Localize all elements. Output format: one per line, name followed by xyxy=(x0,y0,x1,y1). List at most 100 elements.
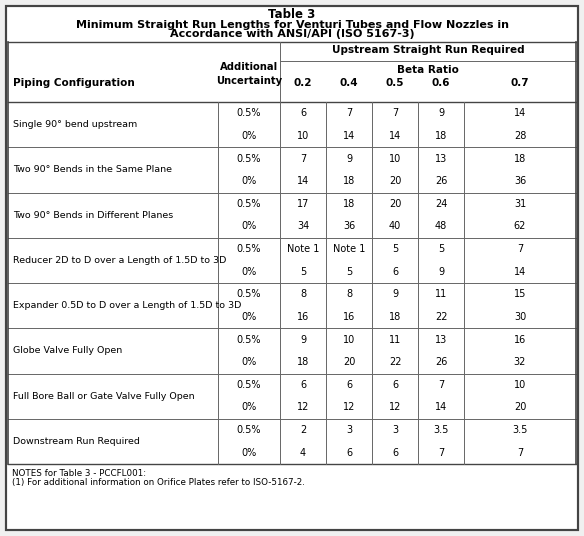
Text: 14: 14 xyxy=(389,131,401,141)
Text: 3: 3 xyxy=(346,425,352,435)
Text: 3.5: 3.5 xyxy=(433,425,449,435)
Text: 0.7: 0.7 xyxy=(510,78,529,88)
Text: 16: 16 xyxy=(343,312,355,322)
Text: 18: 18 xyxy=(297,357,309,367)
Text: 28: 28 xyxy=(514,131,526,141)
Text: 0.5%: 0.5% xyxy=(237,244,261,254)
Text: 7: 7 xyxy=(346,108,352,118)
Text: 8: 8 xyxy=(346,289,352,299)
Text: 0%: 0% xyxy=(241,131,256,141)
Text: 10: 10 xyxy=(514,380,526,390)
Text: 14: 14 xyxy=(343,131,355,141)
Text: 0.5%: 0.5% xyxy=(237,380,261,390)
Text: Additional
Uncertainty: Additional Uncertainty xyxy=(216,62,282,86)
Text: 7: 7 xyxy=(517,244,523,254)
Text: 18: 18 xyxy=(343,199,355,209)
Text: 6: 6 xyxy=(300,108,306,118)
Text: 36: 36 xyxy=(343,221,355,232)
Text: Accordance with ANSI/API (ISO 5167-3): Accordance with ANSI/API (ISO 5167-3) xyxy=(170,29,414,39)
Text: 0%: 0% xyxy=(241,448,256,458)
Text: 2: 2 xyxy=(300,425,306,435)
Text: 3: 3 xyxy=(392,425,398,435)
Text: Piping Configuration: Piping Configuration xyxy=(13,78,135,88)
Text: 34: 34 xyxy=(297,221,309,232)
Text: 0%: 0% xyxy=(241,176,256,186)
Text: 0%: 0% xyxy=(241,221,256,232)
Text: 9: 9 xyxy=(438,267,444,277)
Text: Reducer 2D to D over a Length of 1.5D to 3D: Reducer 2D to D over a Length of 1.5D to… xyxy=(13,256,227,265)
Text: 3.5: 3.5 xyxy=(512,425,528,435)
Text: Upstream Straight Run Required: Upstream Straight Run Required xyxy=(332,45,524,55)
Text: 7: 7 xyxy=(300,153,306,163)
Text: 20: 20 xyxy=(514,403,526,412)
Text: Two 90° Bends in the Same Plane: Two 90° Bends in the Same Plane xyxy=(13,166,172,174)
Text: 0.5: 0.5 xyxy=(386,78,404,88)
Text: 11: 11 xyxy=(389,334,401,345)
Text: 0.5%: 0.5% xyxy=(237,199,261,209)
Text: 6: 6 xyxy=(392,267,398,277)
Text: Note 1: Note 1 xyxy=(287,244,319,254)
Text: 32: 32 xyxy=(514,357,526,367)
Text: Two 90° Bends in Different Planes: Two 90° Bends in Different Planes xyxy=(13,211,173,220)
Text: Single 90° bend upstream: Single 90° bend upstream xyxy=(13,120,137,129)
Text: 26: 26 xyxy=(435,176,447,186)
Text: 17: 17 xyxy=(297,199,309,209)
Text: Full Bore Ball or Gate Valve Fully Open: Full Bore Ball or Gate Valve Fully Open xyxy=(13,392,194,400)
Text: 7: 7 xyxy=(392,108,398,118)
Text: 26: 26 xyxy=(435,357,447,367)
Text: 6: 6 xyxy=(392,380,398,390)
Text: 9: 9 xyxy=(438,108,444,118)
Text: Expander 0.5D to D over a Length of 1.5D to 3D: Expander 0.5D to D over a Length of 1.5D… xyxy=(13,301,241,310)
Text: 22: 22 xyxy=(434,312,447,322)
Text: 5: 5 xyxy=(392,244,398,254)
Text: (1) For additional information on Orifice Plates refer to ISO-5167-2.: (1) For additional information on Orific… xyxy=(12,479,305,488)
Text: Beta Ratio: Beta Ratio xyxy=(397,65,459,75)
Text: 14: 14 xyxy=(435,403,447,412)
Text: Globe Valve Fully Open: Globe Valve Fully Open xyxy=(13,346,122,355)
Text: 40: 40 xyxy=(389,221,401,232)
Text: 0.5%: 0.5% xyxy=(237,289,261,299)
Text: 0.5%: 0.5% xyxy=(237,108,261,118)
Text: Minimum Straight Run Lengths for Venturi Tubes and Flow Nozzles in: Minimum Straight Run Lengths for Venturi… xyxy=(75,20,509,30)
Text: 31: 31 xyxy=(514,199,526,209)
Text: 22: 22 xyxy=(389,357,401,367)
Text: 9: 9 xyxy=(300,334,306,345)
Text: 16: 16 xyxy=(514,334,526,345)
Text: 4: 4 xyxy=(300,448,306,458)
Text: 14: 14 xyxy=(297,176,309,186)
Text: 0.6: 0.6 xyxy=(432,78,450,88)
Text: 9: 9 xyxy=(392,289,398,299)
Text: 20: 20 xyxy=(389,199,401,209)
Text: 48: 48 xyxy=(435,221,447,232)
Text: 5: 5 xyxy=(300,267,306,277)
Text: 7: 7 xyxy=(438,448,444,458)
Text: 18: 18 xyxy=(435,131,447,141)
Text: 20: 20 xyxy=(389,176,401,186)
Text: 7: 7 xyxy=(517,448,523,458)
Text: 5: 5 xyxy=(438,244,444,254)
Text: Downstream Run Required: Downstream Run Required xyxy=(13,437,140,446)
Text: 12: 12 xyxy=(389,403,401,412)
Text: 0.2: 0.2 xyxy=(294,78,312,88)
Text: Table 3: Table 3 xyxy=(269,9,315,21)
Text: 9: 9 xyxy=(346,153,352,163)
Text: 0%: 0% xyxy=(241,403,256,412)
Text: 18: 18 xyxy=(343,176,355,186)
Text: 30: 30 xyxy=(514,312,526,322)
Text: 15: 15 xyxy=(514,289,526,299)
Text: 24: 24 xyxy=(435,199,447,209)
Text: 12: 12 xyxy=(343,403,355,412)
Text: 6: 6 xyxy=(300,380,306,390)
Text: 6: 6 xyxy=(392,448,398,458)
Text: 8: 8 xyxy=(300,289,306,299)
FancyBboxPatch shape xyxy=(6,6,578,530)
Text: 7: 7 xyxy=(438,380,444,390)
Text: 14: 14 xyxy=(514,267,526,277)
Text: 0.5%: 0.5% xyxy=(237,425,261,435)
Text: 12: 12 xyxy=(297,403,309,412)
Text: 0%: 0% xyxy=(241,312,256,322)
Text: 11: 11 xyxy=(435,289,447,299)
Text: 36: 36 xyxy=(514,176,526,186)
Text: 0.4: 0.4 xyxy=(340,78,359,88)
Text: 13: 13 xyxy=(435,334,447,345)
